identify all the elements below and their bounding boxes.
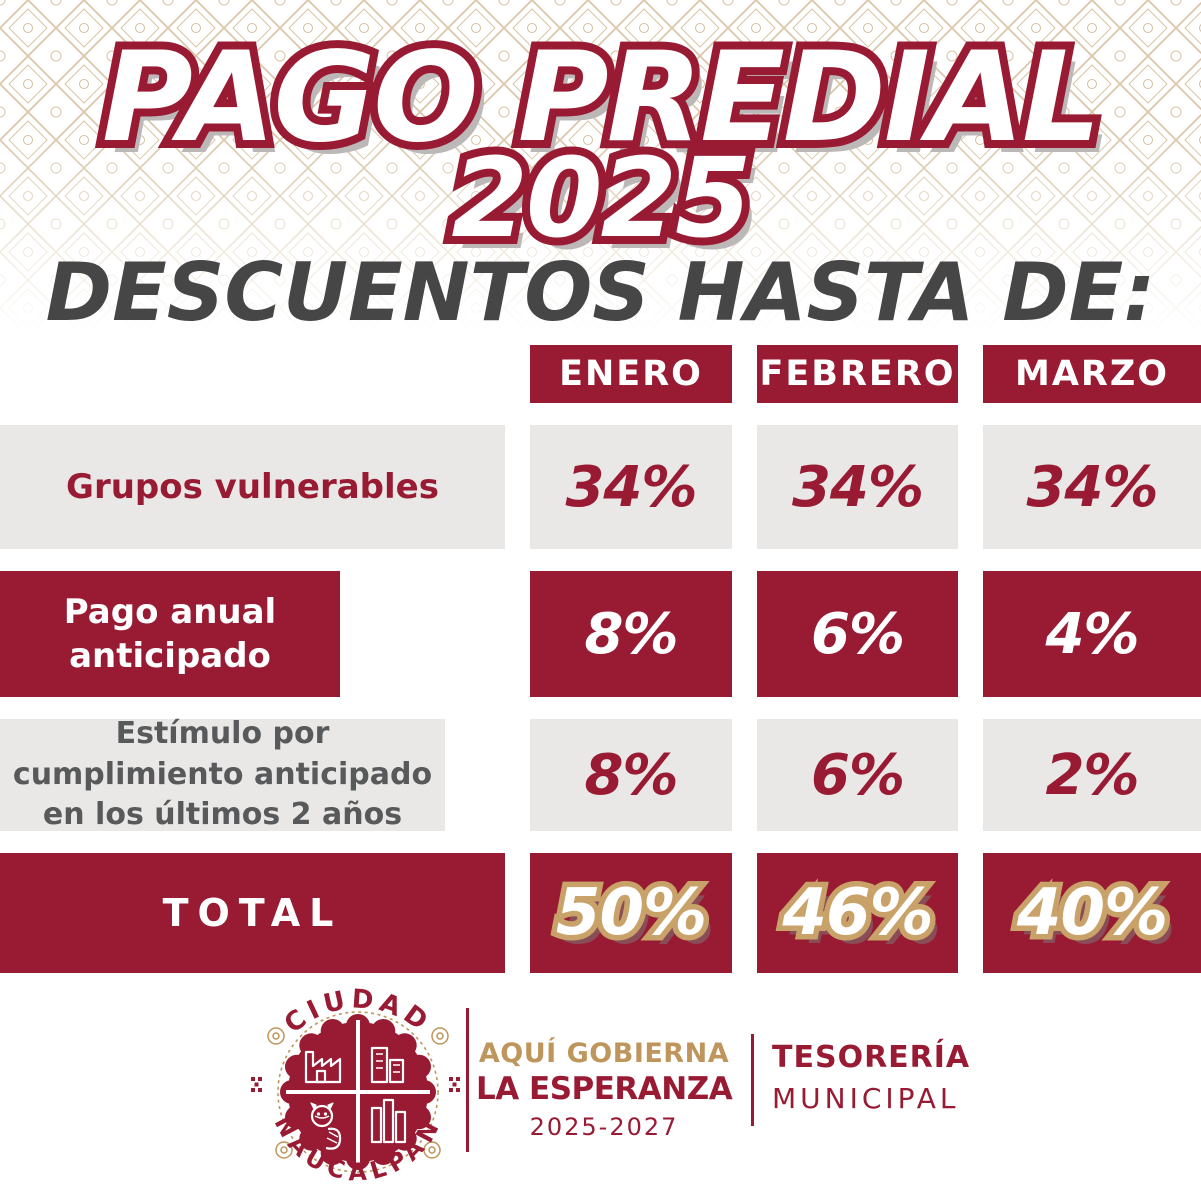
value-cell: 34% <box>530 425 732 549</box>
value-cell: 6% <box>757 571 958 697</box>
department-block: TESORERÍA MUNICIPAL <box>772 1040 970 1115</box>
value-cell: 8% <box>530 719 732 831</box>
towers-icon <box>370 1098 407 1144</box>
slogan-line1: AQUÍ GOBIERNA <box>478 1038 730 1069</box>
column-header-marzo: MARZO <box>983 345 1201 403</box>
raccoon-icon <box>310 1102 342 1150</box>
total-value: 40% <box>1017 876 1168 950</box>
column-header-enero: ENERO <box>530 345 732 403</box>
slogan-period: 2025-2027 <box>529 1113 679 1141</box>
total-value: 50% <box>556 876 707 950</box>
value-cell: 2% <box>983 719 1201 831</box>
row-label-grupos-vulnerables: Grupos vulnerables <box>0 425 505 549</box>
factory-icon <box>304 1050 342 1084</box>
value-cell-total: 50% <box>530 853 732 973</box>
row-label-total: TOTAL <box>0 853 505 973</box>
naucalpan-city-seal: CIUDAD NAUCALPAN <box>251 984 460 1186</box>
column-header-febrero: FEBRERO <box>757 345 958 403</box>
total-value: 46% <box>782 876 933 950</box>
seal-ring <box>277 1011 439 1173</box>
value-cell: 6% <box>757 719 958 831</box>
buildings-icon <box>370 1046 405 1084</box>
department-line1: TESORERÍA <box>772 1040 971 1075</box>
subtitle: DESCUENTOS HASTA DE: <box>45 246 1156 339</box>
title-block: PAGO PREDIAL 2025 <box>0 0 1201 260</box>
value-cell-total: 40% <box>983 853 1201 973</box>
department-line2: MUNICIPAL <box>772 1082 960 1115</box>
seal-stitch-motifs <box>251 1077 460 1092</box>
row-label-pago-anual-anticipado: Pago anual anticipado <box>0 571 340 697</box>
slogan-block: AQUÍ GOBIERNA LA ESPERANZA 2025-2027 <box>476 1038 733 1141</box>
row-label-estimulo-cumplimiento: Estímulo por cumplimiento anticipado en … <box>0 716 445 832</box>
page-title-line2: 2025 <box>0 138 1201 260</box>
discount-table: ENERO FEBRERO MARZO Grupos vulnerables 3… <box>0 345 1201 973</box>
value-cell-total: 46% <box>757 853 958 973</box>
header-spacer-cell <box>0 345 505 403</box>
slogan-line2: LA ESPERANZA <box>476 1071 733 1107</box>
value-cell: 34% <box>757 425 958 549</box>
value-cell: 8% <box>530 571 732 697</box>
value-cell: 34% <box>983 425 1201 549</box>
seal-emblem <box>280 1014 436 1170</box>
value-cell: 4% <box>983 571 1201 697</box>
footer-divider-right <box>751 1034 754 1126</box>
footer-divider-left <box>466 1008 469 1152</box>
seal-ornament-medallions <box>267 1027 449 1159</box>
